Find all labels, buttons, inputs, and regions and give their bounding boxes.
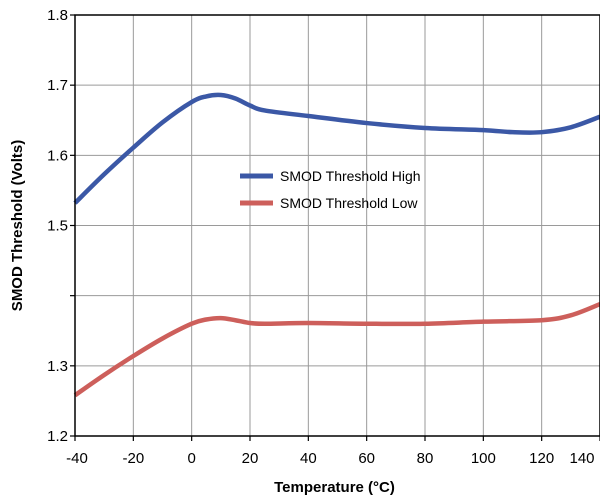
series-lines [73,92,600,398]
y-axis-ticks: 1.2 1.3 1.5 1.6 1.7 1.8 [47,7,75,445]
x-tick-label: 80 [417,450,434,467]
x-tick-label: 40 [300,450,317,467]
y-tick-label: 1.8 [47,7,68,24]
x-tick-label: 20 [242,450,259,467]
y-tick-label: 1.3 [47,358,68,375]
legend-label-low: SMOD Threshold Low [280,195,418,211]
x-tick-label: 0 [187,450,195,467]
grid [74,14,600,437]
x-tick-label: -20 [122,450,144,467]
x-tick-label: 140 [569,450,594,467]
y-tick-label: 1.6 [47,147,68,164]
x-tick-label: 100 [471,450,496,467]
x-tick-label: 60 [358,450,375,467]
series-line-high [73,92,600,205]
legend-label-high: SMOD Threshold High [280,168,421,184]
y-tick-label: 1.5 [47,218,68,235]
series-line-low [73,301,600,398]
x-axis-title: Temperature (°C) [274,479,395,496]
y-tick-label: 1.2 [47,428,68,445]
legend: SMOD Threshold High SMOD Threshold Low [240,168,421,211]
y-tick-label: 1.7 [47,77,68,94]
x-tick-label: 120 [529,450,554,467]
x-tick-label: -40 [66,450,88,467]
x-axis-ticks: -40 -20 0 20 40 60 80 100 120 140 [66,436,600,467]
y-axis-title: SMOD Threshold (Volts) [9,140,26,311]
